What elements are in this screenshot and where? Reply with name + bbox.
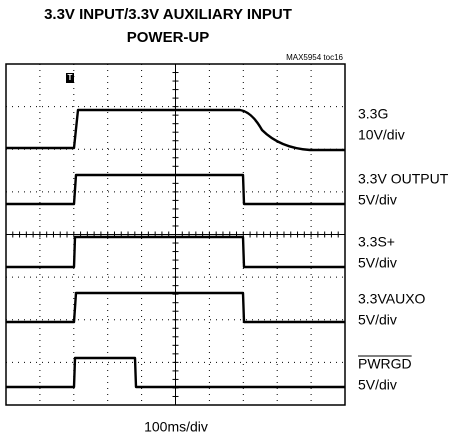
graticule <box>6 64 345 405</box>
channel-scale: 5V/div <box>358 255 397 271</box>
channel-scale: 10V/div <box>358 127 405 143</box>
channel-name: 3.3V OUTPUT <box>358 171 449 187</box>
trace-3-3vauxo <box>6 291 345 324</box>
figure-ref: MAX5954 toc16 <box>286 53 343 62</box>
time-scale: 100ms/div <box>144 419 208 435</box>
trace-pwrgd <box>6 356 345 389</box>
trace-3-3v-output <box>6 173 345 206</box>
title-line: 3.3V INPUT/3.3V AUXILIARY INPUT <box>44 6 292 23</box>
channel-scale: 5V/div <box>358 377 397 393</box>
channel-labels: 3.3G 10V/div 3.3V OUTPUT 5V/div 3.3S+ 5V/div 3… <box>358 106 449 393</box>
channel-scale: 5V/div <box>358 312 397 328</box>
channel-scale: 5V/div <box>358 192 397 208</box>
channel-name: 3.3G <box>358 106 388 122</box>
screen-border <box>5 63 346 406</box>
channel-name: 3.3VAUXO <box>358 291 426 307</box>
trace-3-3s <box>6 235 345 269</box>
trace-3-3g <box>6 108 345 152</box>
title-line: POWER-UP <box>127 29 210 46</box>
channel-name: 3.3S+ <box>358 234 395 250</box>
trigger-marker: T <box>66 73 74 83</box>
channel-name: PWRGD <box>358 356 412 372</box>
svg-text:T: T <box>68 73 73 82</box>
